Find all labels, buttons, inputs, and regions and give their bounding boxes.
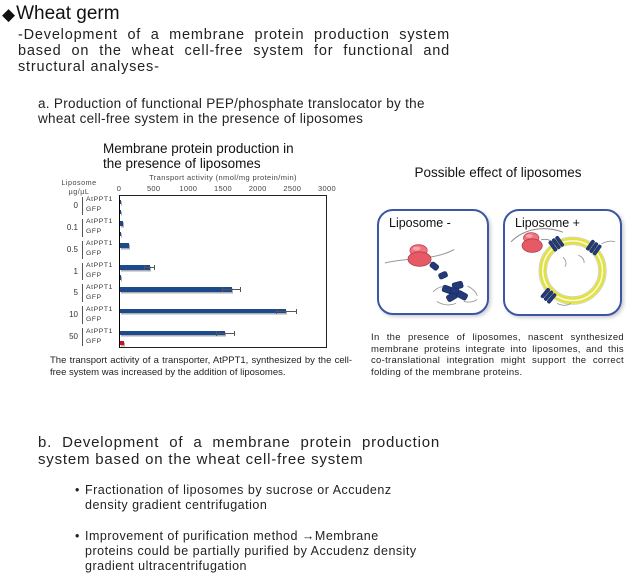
chart-caption: The transport activity of a transporter,… <box>50 355 352 378</box>
section-b-bullet-list: Fractionation of liposomes by sucrose or… <box>75 483 423 576</box>
liposome-plus-panel: Liposome + <box>503 209 622 316</box>
liposome-minus-diagram <box>384 244 478 306</box>
group-bracket <box>82 218 83 237</box>
bar <box>120 340 125 346</box>
page-title: ◆ Wheat germ <box>2 3 120 25</box>
group-bracket <box>82 262 83 281</box>
bar <box>120 209 121 215</box>
series-label: AtPPT1 <box>86 283 114 291</box>
group-label: 50 <box>69 332 78 342</box>
bar <box>120 243 130 248</box>
section-a-heading: a. Production of functional PEP/phosphat… <box>38 96 425 126</box>
group-bracket <box>82 197 83 215</box>
bar <box>120 231 121 237</box>
x-tick-label: 2500 <box>283 184 302 193</box>
series-label: AtPPT1 <box>86 196 114 204</box>
section-b-heading: b. Development of a membrane protein pro… <box>38 434 440 468</box>
bar-chart: Transport activity (nmol/mg protein/min)… <box>55 172 355 357</box>
liposome-effect-title: Possible effect of liposomes <box>414 165 582 180</box>
group-label: 0 <box>73 200 78 210</box>
x-tick-label: 0 <box>116 184 122 193</box>
nascent-chain-line <box>540 238 554 244</box>
protein-aggregate-icon <box>432 280 478 306</box>
membrane-protein-icon <box>429 261 448 280</box>
liposome-ring-icon <box>538 236 607 305</box>
bar <box>120 275 121 280</box>
group-label: 0.1 <box>66 222 78 232</box>
group-label: 0.5 <box>66 244 78 254</box>
series-label: GFP <box>86 293 102 301</box>
series-label: GFP <box>86 272 102 280</box>
group-label: 5 <box>73 288 78 298</box>
bar <box>120 308 287 314</box>
liposome-effect-description: In the presence of liposomes, nascent sy… <box>371 332 624 378</box>
page-title-text: Wheat germ <box>16 3 120 24</box>
chart-x-axis-label: Transport activity (nmol/mg protein/min) <box>149 173 297 182</box>
error-bar-cap <box>295 308 297 314</box>
liposome-plus-diagram <box>510 228 616 306</box>
ribosome-icon <box>407 244 432 267</box>
series-label: GFP <box>86 206 102 214</box>
series-label: GFP <box>86 228 102 236</box>
group-axis-header-line1: Liposome <box>61 178 97 187</box>
error-bar-cap <box>233 330 235 336</box>
series-label: AtPPT1 <box>86 261 114 269</box>
bullet-item: Fractionation of liposomes by sucrose or… <box>75 483 423 513</box>
panel-plus-label: Liposome + <box>515 216 580 230</box>
chart-title: Membrane protein production in the prese… <box>103 141 294 171</box>
group-label: 10 <box>69 310 78 320</box>
bar <box>120 221 124 227</box>
chart-plot <box>119 195 327 348</box>
bullet-item: Improvement of purification method →Memb… <box>75 529 423 574</box>
subtitle: -Development of a membrane protein produ… <box>18 27 450 75</box>
x-tick-label: 500 <box>146 184 161 193</box>
error-bar-cap <box>144 264 146 270</box>
x-tick-label: 1000 <box>179 184 198 193</box>
liposome-minus-panel: Liposome - <box>377 209 489 315</box>
group-axis-header: Liposome µg/µL <box>57 178 101 196</box>
error-bar <box>222 288 241 290</box>
series-label: GFP <box>86 337 102 345</box>
group-bracket <box>82 328 83 346</box>
membrane-protein-icon <box>540 235 602 304</box>
chart-left-labels: 0 AtPPT1 GFP 0.1 AtPPT1 GFP 0.5 AtPPT1 GFP 1 AtPPT… <box>55 195 119 348</box>
mrna-line <box>510 228 564 243</box>
error-bar-cap <box>222 286 224 292</box>
series-label: AtPPT1 <box>86 240 114 248</box>
error-bar <box>276 310 297 312</box>
x-tick-label: 1500 <box>214 184 232 193</box>
series-label: GFP <box>86 315 102 323</box>
bar <box>120 287 232 292</box>
group-label: 1 <box>73 266 78 276</box>
bar <box>120 330 226 336</box>
group-bracket <box>82 306 83 325</box>
series-label: AtPPT1 <box>86 218 114 226</box>
diamond-bullet-icon: ◆ <box>2 4 16 24</box>
error-bar-cap <box>215 330 217 336</box>
series-label: AtPPT1 <box>86 305 114 313</box>
x-tick-label: 2000 <box>248 184 267 193</box>
series-label: AtPPT1 <box>86 327 114 335</box>
ribosome-icon <box>521 232 543 253</box>
error-bar-cap <box>154 264 156 270</box>
series-label: GFP <box>86 250 102 258</box>
bar <box>120 199 122 205</box>
panel-minus-label: Liposome - <box>389 216 451 230</box>
x-tick-label: 3000 <box>318 184 336 193</box>
error-bar-cap <box>276 308 278 314</box>
error-bar <box>216 332 235 334</box>
protein-tail-lines <box>557 240 616 306</box>
bar <box>120 265 150 270</box>
error-bar <box>144 266 155 268</box>
group-bracket <box>82 284 83 303</box>
group-bracket <box>82 240 83 259</box>
error-bar-cap <box>240 286 242 292</box>
group-axis-header-line2: µg/µL <box>68 187 90 196</box>
